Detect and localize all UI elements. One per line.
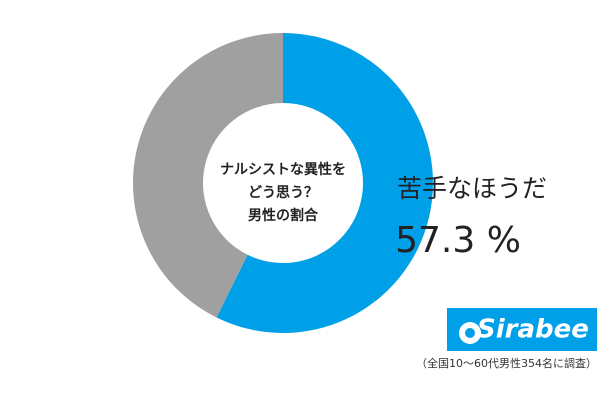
logo-icon bbox=[465, 328, 475, 338]
value-label: 57.3 % bbox=[395, 220, 521, 261]
donut-slice bbox=[216, 33, 434, 333]
donut-slice bbox=[133, 33, 283, 318]
donut bbox=[133, 33, 434, 333]
note: （全国10～60代男性354名に調査） bbox=[416, 356, 597, 370]
category-label: 苦手なほうだ bbox=[397, 174, 547, 203]
center-title: どう思う？ bbox=[248, 185, 318, 201]
center-title: 男性の割合 bbox=[248, 207, 319, 224]
center-title: ナルシストな異性を bbox=[220, 161, 346, 178]
logo-text: Sirabee bbox=[477, 315, 589, 345]
